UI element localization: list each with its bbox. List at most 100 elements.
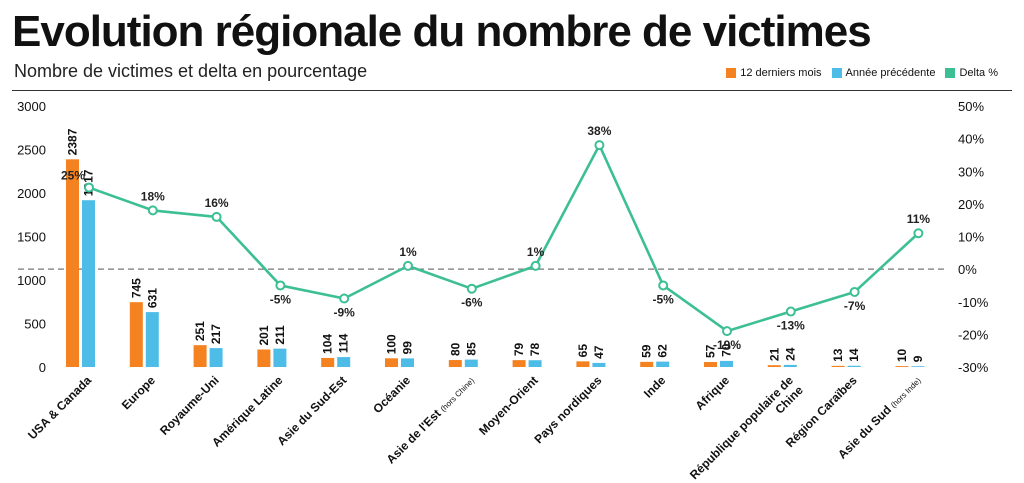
delta-value-label: 11% bbox=[907, 212, 931, 226]
bar-value-current: 2387 bbox=[66, 128, 80, 155]
legend-label-delta: Delta % bbox=[959, 67, 998, 79]
delta-point bbox=[594, 140, 605, 151]
category-label: USA & Canada bbox=[25, 373, 94, 442]
bar-previous bbox=[528, 360, 542, 367]
bar-value-previous: 211 bbox=[273, 325, 287, 345]
bar-current bbox=[576, 361, 590, 367]
delta-point bbox=[275, 280, 286, 291]
chart-subtitle: Nombre de victimes et delta en pourcenta… bbox=[14, 61, 368, 81]
category-label: Afrique bbox=[693, 373, 733, 413]
bar-current bbox=[831, 365, 845, 367]
delta-value-label: 38% bbox=[587, 124, 611, 138]
bar-previous bbox=[720, 360, 733, 367]
delta-series-line bbox=[88, 143, 920, 333]
bar-value-current: 100 bbox=[385, 334, 399, 354]
bar-current bbox=[129, 302, 143, 367]
bar-current bbox=[640, 361, 654, 367]
bar-value-previous: 631 bbox=[145, 288, 159, 308]
chart-legend: 12 derniers mois Année précédente Delta … bbox=[726, 66, 998, 80]
left-tick-label: 1500 bbox=[17, 230, 46, 245]
delta-point bbox=[84, 182, 94, 193]
right-tick-label: 40% bbox=[958, 132, 984, 147]
header-rule bbox=[12, 90, 1012, 91]
bar-value-previous: 85 bbox=[464, 342, 478, 356]
delta-point bbox=[785, 306, 796, 317]
right-tick-label: -30% bbox=[958, 360, 989, 375]
delta-value-label: -19% bbox=[713, 338, 741, 352]
delta-labels: 25% 18% 16% -5% -9% 1% -6% 1% 38% -5% -19% -13% -7% 1… bbox=[61, 124, 930, 352]
bar-previous bbox=[273, 348, 287, 367]
bar-value-previous: 24 bbox=[783, 347, 797, 361]
delta-point bbox=[530, 260, 541, 271]
left-tick-label: 0 bbox=[39, 360, 46, 375]
category-label: Asie du Sud-Est bbox=[274, 373, 349, 448]
delta-point bbox=[339, 293, 350, 304]
right-tick-label: -20% bbox=[958, 327, 989, 342]
legend-swatch-current bbox=[726, 68, 737, 78]
bar-previous bbox=[847, 365, 861, 367]
left-tick-label: 2500 bbox=[17, 143, 46, 158]
bars bbox=[66, 159, 925, 367]
bar-previous bbox=[401, 358, 414, 367]
delta-value-label: 1% bbox=[399, 245, 417, 259]
legend-label-current: 12 derniers mois bbox=[740, 67, 822, 79]
delta-point bbox=[466, 283, 477, 294]
delta-point bbox=[849, 286, 860, 297]
bar-labels: 2387191774563125121720121110411410099808… bbox=[66, 128, 925, 362]
bar-value-current: 201 bbox=[257, 325, 271, 345]
delta-value-label: -5% bbox=[270, 292, 292, 306]
delta-value-label: 25% bbox=[61, 169, 85, 183]
bar-value-previous: 99 bbox=[401, 341, 415, 355]
bar-value-current: 79 bbox=[512, 342, 526, 356]
bar-current bbox=[193, 345, 207, 367]
right-tick-label: 10% bbox=[958, 230, 984, 245]
legend-item-delta: Delta % bbox=[945, 66, 998, 80]
bar-current bbox=[321, 357, 335, 367]
delta-point bbox=[913, 228, 924, 239]
delta-value-label: 16% bbox=[205, 196, 229, 210]
bar-current bbox=[385, 358, 398, 367]
bar-previous bbox=[337, 357, 351, 367]
bar-previous bbox=[592, 362, 606, 367]
bar-value-previous: 9 bbox=[911, 355, 925, 362]
bar-value-previous: 14 bbox=[847, 348, 861, 362]
bar-previous bbox=[783, 364, 797, 367]
delta-value-label: 18% bbox=[141, 189, 165, 203]
bar-current bbox=[704, 362, 717, 367]
category-label: Inde bbox=[641, 373, 669, 401]
bar-value-previous: 217 bbox=[209, 324, 223, 344]
bar-value-current: 10 bbox=[895, 348, 909, 362]
bar-current bbox=[512, 360, 526, 367]
bar-value-current: 21 bbox=[767, 347, 781, 361]
legend-item-current: 12 derniers mois bbox=[726, 66, 822, 80]
delta-value-label: -13% bbox=[777, 319, 805, 333]
bar-value-current: 57 bbox=[704, 344, 718, 358]
bar-current bbox=[448, 360, 462, 367]
delta-value-label: -6% bbox=[461, 296, 483, 310]
right-tick-label: -10% bbox=[958, 295, 989, 310]
bar-current bbox=[767, 365, 781, 367]
legend-label-previous: Année précédente bbox=[845, 67, 936, 79]
bar-value-current: 251 bbox=[193, 321, 207, 341]
bar-value-current: 13 bbox=[831, 348, 845, 362]
chart-title: Evolution régionale du nombre de victime… bbox=[12, 7, 872, 56]
delta-point bbox=[211, 211, 222, 222]
bar-current bbox=[895, 366, 909, 367]
bar-value-previous: 47 bbox=[592, 345, 606, 359]
delta-point bbox=[403, 260, 413, 271]
category-label: Moyen-Orient bbox=[476, 373, 541, 438]
bar-value-previous: 62 bbox=[656, 344, 670, 358]
delta-point bbox=[722, 326, 732, 337]
delta-value-label: -5% bbox=[653, 292, 675, 306]
left-tick-label: 1000 bbox=[17, 273, 46, 288]
bar-previous bbox=[464, 359, 478, 367]
right-tick-label: 50% bbox=[958, 99, 984, 114]
right-tick-label: 20% bbox=[958, 197, 984, 212]
legend-item-previous: Année précédente bbox=[831, 66, 936, 80]
delta-point bbox=[658, 280, 669, 291]
left-tick-label: 500 bbox=[24, 317, 46, 332]
right-tick-label: 30% bbox=[958, 164, 984, 179]
legend-swatch-previous bbox=[831, 68, 842, 78]
delta-value-label: 1% bbox=[527, 245, 545, 259]
